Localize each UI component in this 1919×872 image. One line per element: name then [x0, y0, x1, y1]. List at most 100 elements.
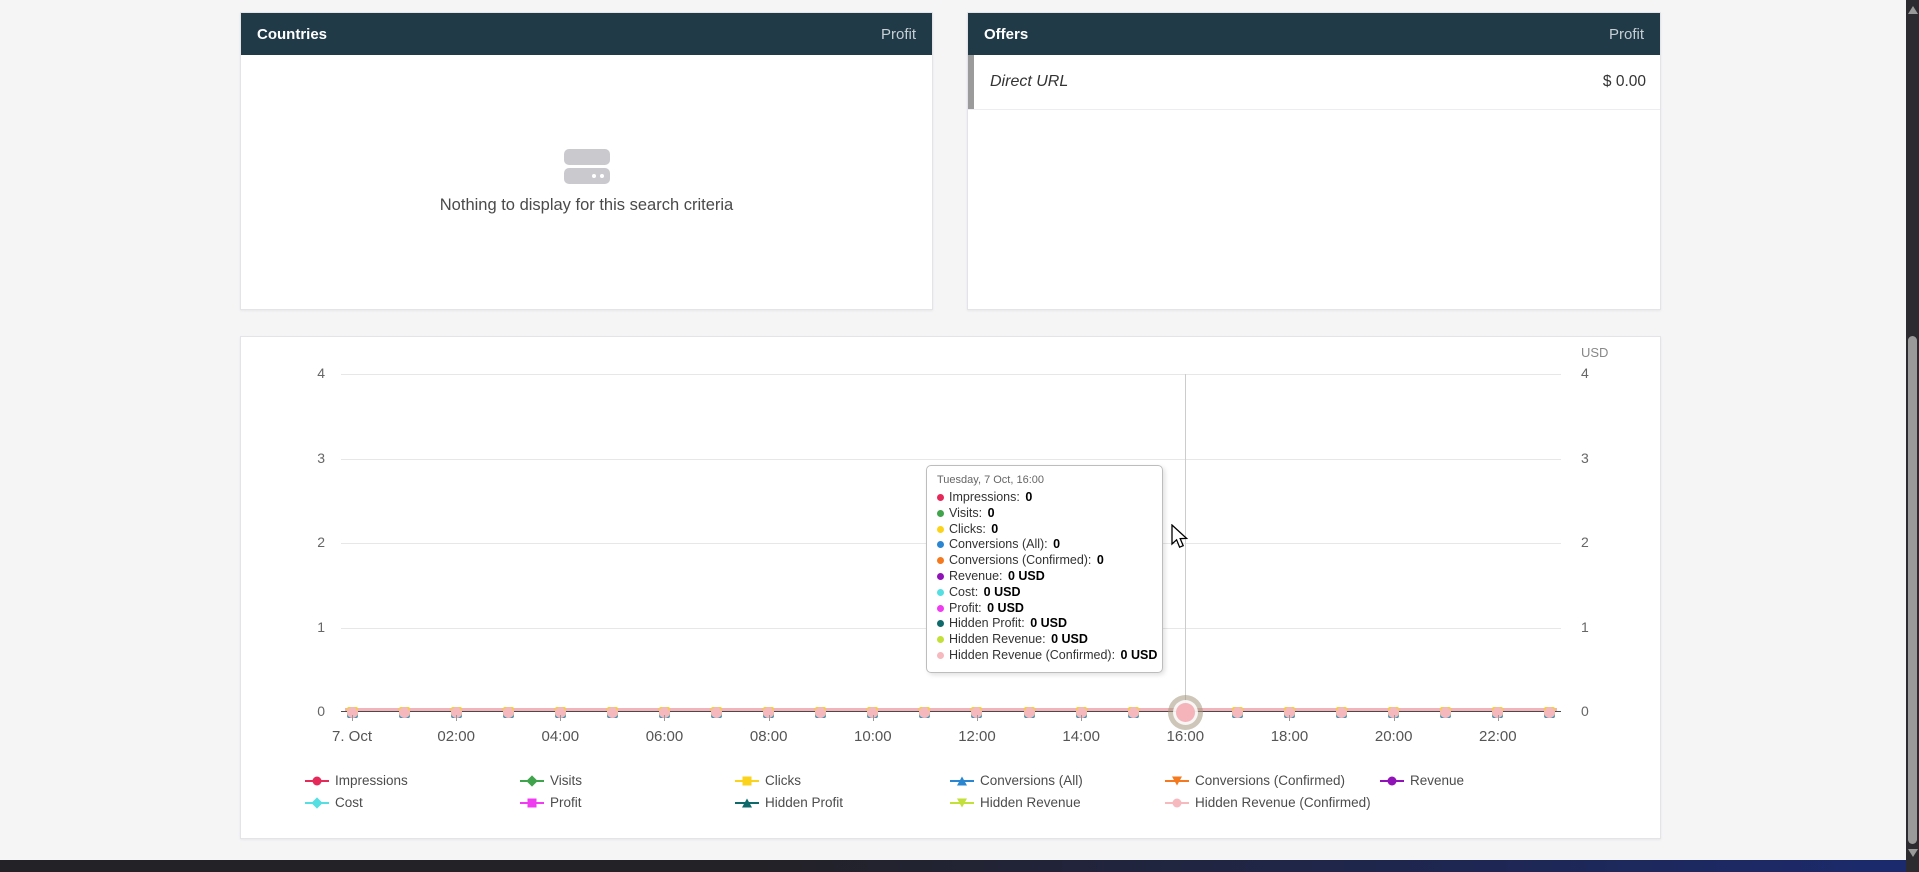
tooltip-row: Profit: 0 USD [937, 601, 1152, 617]
data-point-marker[interactable] [1492, 706, 1504, 718]
legend-item-label: Hidden Profit [765, 795, 844, 810]
tooltip-row: Hidden Revenue: 0 USD [937, 632, 1152, 648]
tooltip-row: Hidden Revenue (Confirmed): 0 USD [937, 648, 1157, 664]
mouse-cursor [1171, 524, 1189, 549]
countries-profit-column-label[interactable]: Profit [880, 25, 916, 43]
data-point-marker[interactable] [1023, 706, 1035, 718]
data-point-marker[interactable] [1544, 706, 1556, 718]
legend-marker-shape [957, 776, 967, 785]
legend-item[interactable]: Conversions (Confirmed) [1165, 770, 1380, 791]
tooltip-row-value: 0 USD [1030, 616, 1068, 631]
offers-panel: Offers Profit Direct URL $ 0.00 [967, 12, 1661, 310]
x-axis-tick-label: 14:00 [1062, 728, 1100, 745]
x-axis-tick-label: 16:00 [1166, 728, 1205, 745]
x-axis-tick-label: 20:00 [1374, 728, 1413, 745]
chart-panel: USD Tuesday, 7 Oct, 16:00 Impressions: 0… [240, 336, 1661, 839]
data-point-marker[interactable] [763, 706, 775, 718]
y-axis-tick-label-right: 1 [1581, 618, 1589, 635]
x-axis-tick-label: 18:00 [1270, 728, 1309, 745]
y-axis-tick-label-right: 4 [1581, 365, 1589, 381]
tooltip-series-dot-icon [937, 509, 944, 517]
legend-item[interactable]: Profit [520, 792, 735, 813]
data-point-marker[interactable] [815, 706, 827, 718]
legend-marker-icon [305, 774, 329, 788]
data-point-marker[interactable] [1075, 706, 1087, 718]
legend-item-label: Conversions (Confirmed) [1195, 773, 1346, 788]
legend-item[interactable]: Revenue [1380, 770, 1595, 791]
data-point-marker[interactable] [398, 706, 410, 718]
legend-item[interactable]: Visits [520, 770, 735, 791]
legend-item-label: Clicks [765, 773, 801, 788]
countries-panel-header: Countries Profit [241, 13, 932, 55]
y-axis-tick-label-right: 0 [1581, 703, 1589, 719]
x-axis-tick [664, 715, 666, 721]
legend-marker-icon [950, 796, 974, 810]
legend-item-label: Impressions [335, 773, 408, 788]
data-point-marker[interactable] [502, 706, 514, 718]
data-point-marker[interactable] [450, 706, 462, 718]
data-point-marker[interactable] [919, 706, 931, 718]
data-point-marker[interactable] [1388, 706, 1400, 718]
legend-marker-shape [526, 774, 538, 787]
tooltip-row: Revenue: 0 USD [937, 569, 1152, 585]
hovered-data-point-marker[interactable] [1176, 703, 1195, 722]
offer-name[interactable]: Direct URL [990, 73, 1069, 90]
x-axis-tick [560, 715, 562, 721]
scrollbar-down-arrow-icon[interactable] [1907, 849, 1918, 857]
tooltip-series-dot-icon [937, 494, 944, 501]
data-point-marker[interactable] [1231, 706, 1243, 718]
legend-marker-icon [305, 796, 329, 810]
chart-legend: Impressions Visits Clicks Conversions (All)… [305, 770, 1595, 813]
data-point-marker[interactable] [867, 706, 879, 718]
chart-tooltip: Tuesday, 7 Oct, 16:00 Impressions: 0 Visi… [926, 465, 1163, 673]
tooltip-row: Clicks: 0 [937, 522, 1152, 538]
data-point-marker[interactable] [1336, 706, 1348, 718]
y-axis-tick-label-right: 2 [1581, 534, 1589, 550]
scrollbar-up-arrow-icon[interactable] [1907, 6, 1918, 14]
legend-item[interactable]: Conversions (All) [950, 770, 1165, 791]
legend-item[interactable]: Cost [305, 792, 520, 813]
data-point-marker[interactable] [658, 706, 670, 718]
data-point-marker[interactable] [346, 706, 358, 718]
data-point-marker[interactable] [1283, 706, 1295, 718]
legend-marker-shape [527, 798, 537, 807]
x-axis-line [341, 711, 1561, 712]
data-point-marker[interactable] [1440, 706, 1452, 718]
x-axis-tick-label: 10:00 [854, 728, 892, 745]
legend-item[interactable]: Hidden Profit [735, 792, 950, 813]
tooltip-row: Hidden Profit: 0 USD [937, 616, 1152, 632]
tooltip-series-dot-icon [937, 541, 944, 549]
legend-marker-icon [735, 796, 759, 810]
tooltip-row-value: 0 [1096, 553, 1104, 568]
legend-marker-icon [735, 774, 759, 788]
legend-item[interactable]: Hidden Revenue [950, 792, 1165, 813]
legend-item[interactable]: Impressions [305, 770, 520, 791]
legend-marker-icon [950, 774, 974, 788]
data-point-marker[interactable] [1127, 706, 1139, 718]
legend-item[interactable]: Hidden Revenue (Confirmed) [1165, 792, 1380, 813]
legend-item-label: Visits [550, 773, 583, 788]
legend-item[interactable]: Clicks [735, 770, 950, 791]
tooltip-rows: Impressions: 0 Visits: 0 Clicks: 0 Conversi… [937, 490, 1157, 664]
tooltip-series-dot-icon [937, 588, 944, 596]
data-point-marker[interactable] [711, 706, 723, 718]
x-axis-tick [872, 715, 874, 721]
scrollbar-thumb[interactable] [1908, 336, 1917, 844]
y-axis-tick-label: 3 [317, 449, 325, 466]
table-row[interactable]: Direct URL $ 0.00 [968, 55, 1660, 110]
data-point-marker[interactable] [606, 706, 618, 718]
x-axis-tick [1289, 715, 1291, 721]
tooltip-series-dot-icon [937, 572, 944, 580]
legend-item-label: Conversions (All) [980, 773, 1083, 788]
zero-value-series-line [345, 708, 1557, 711]
legend-marker-shape [312, 776, 322, 785]
vertical-scrollbar[interactable] [1906, 0, 1919, 872]
data-point-marker[interactable] [554, 706, 566, 718]
offers-profit-column-label[interactable]: Profit [1608, 25, 1644, 43]
legend-item-label: Hidden Revenue (Confirmed) [1195, 795, 1371, 810]
tooltip-row: Impressions: 0 [937, 490, 1152, 506]
tooltip-row-value: 0 USD [1051, 632, 1088, 647]
y-axis-tick-label-right: 3 [1581, 449, 1589, 466]
data-point-marker[interactable] [971, 706, 983, 718]
offer-profit-value: $ 0.00 [1602, 73, 1646, 90]
